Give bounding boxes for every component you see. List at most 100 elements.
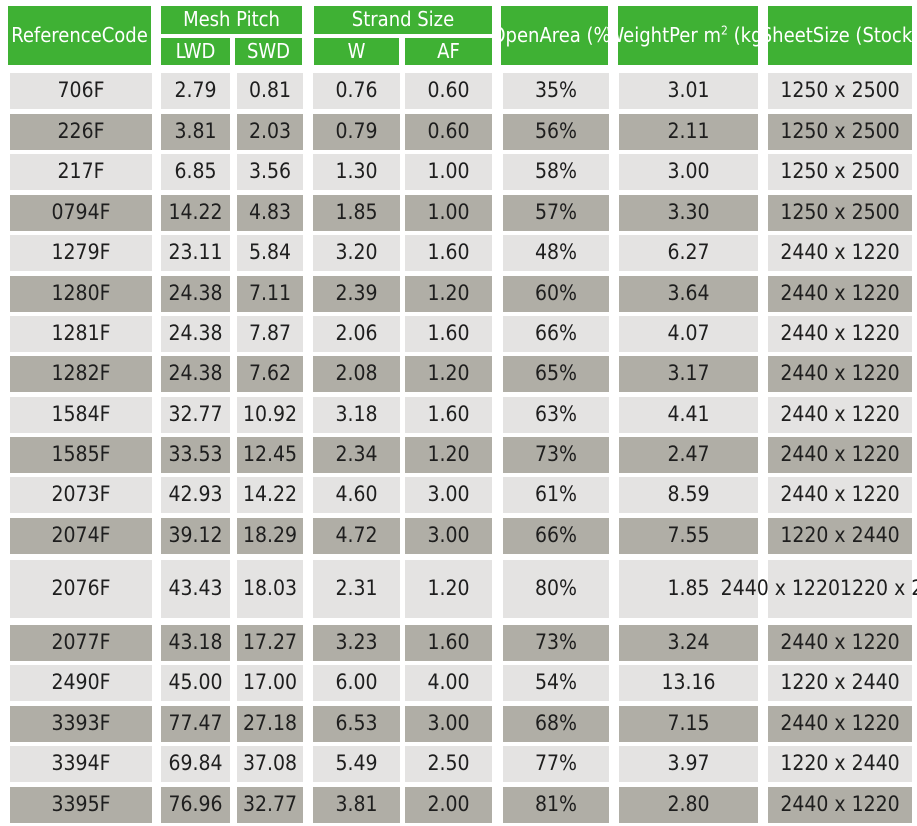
cell-weight: 2.80 — [619, 787, 758, 823]
cell-open-area: 81% — [503, 787, 609, 823]
cell-reference-code: 1282F — [10, 356, 152, 392]
cell-sheet-size: 2440 x 1220 — [768, 316, 912, 352]
cell-open-area: 65% — [503, 356, 609, 392]
cell-w: 2.31 — [313, 560, 400, 618]
header-open-area: Open Area (%) — [491, 6, 618, 65]
cell-af: 1.00 — [405, 154, 492, 190]
cell-af: 2.00 — [405, 787, 492, 823]
sheet-size-line: 2440 x 1220 — [780, 482, 900, 507]
sheet-size-line: 1250 x 2500 — [780, 159, 900, 184]
cell-open-area: 68% — [503, 706, 609, 742]
cell-lwd: 6.85 — [161, 154, 230, 190]
cell-w: 1.85 — [313, 195, 400, 231]
cell-weight: 6.27 — [619, 235, 758, 271]
cell-reference-code: 1281F — [10, 316, 152, 352]
cell-swd: 2.03 — [237, 114, 303, 150]
cell-weight: 3.17 — [619, 356, 758, 392]
sheet-size-line: 2440 x 1220 — [780, 711, 900, 736]
cell-w: 1.30 — [313, 154, 400, 190]
cell-w: 2.08 — [313, 356, 400, 392]
cell-sheet-size: 1220 x 2440 — [768, 665, 912, 701]
cell-af: 1.60 — [405, 397, 492, 433]
cell-w: 2.34 — [313, 437, 400, 473]
cell-sheet-size: 1250 x 2500 — [768, 73, 912, 109]
cell-weight: 3.24 — [619, 625, 758, 661]
cell-weight: 13.16 — [619, 665, 758, 701]
cell-w: 6.00 — [313, 665, 400, 701]
sheet-size-line: 2440 x 1220 — [780, 442, 900, 467]
cell-lwd: 45.00 — [161, 665, 230, 701]
cell-open-area: 73% — [503, 437, 609, 473]
cell-w: 3.81 — [313, 787, 400, 823]
header-swd: SWD — [235, 38, 302, 65]
cell-w: 3.18 — [313, 397, 400, 433]
sheet-size-line: 1250 x 2500 — [780, 200, 900, 225]
cell-sheet-size: 2440 x 1220 — [768, 356, 912, 392]
cell-swd: 27.18 — [237, 706, 303, 742]
cell-swd: 4.83 — [237, 195, 303, 231]
cell-af: 0.60 — [405, 73, 492, 109]
cell-reference-code: 3395F — [10, 787, 152, 823]
cell-af: 4.00 — [405, 665, 492, 701]
cell-swd: 12.45 — [237, 437, 303, 473]
cell-lwd: 32.77 — [161, 397, 230, 433]
header-weight: Weight Per m2 (kg) — [607, 6, 769, 65]
cell-reference-code: 226F — [10, 114, 152, 150]
cell-reference-code: 706F — [10, 73, 152, 109]
cell-weight: 8.59 — [619, 477, 758, 513]
cell-w: 3.20 — [313, 235, 400, 271]
cell-lwd: 69.84 — [161, 746, 230, 782]
cell-lwd: 43.43 — [161, 560, 230, 618]
cell-swd: 7.11 — [237, 276, 303, 312]
cell-sheet-size: 2440 x 1220 — [768, 276, 912, 312]
cell-weight: 7.55 — [619, 518, 758, 554]
cell-reference-code: 2074F — [10, 518, 152, 554]
cell-w: 0.79 — [313, 114, 400, 150]
cell-w: 4.60 — [313, 477, 400, 513]
cell-weight: 4.07 — [619, 316, 758, 352]
cell-weight: 3.30 — [619, 195, 758, 231]
cell-af: 1.20 — [405, 437, 492, 473]
sheet-size-line: 1220 x 2440 — [780, 670, 900, 695]
sheet-size-line: 2440 x 1220 — [780, 321, 900, 346]
cell-open-area: 60% — [503, 276, 609, 312]
cell-reference-code: 1280F — [10, 276, 152, 312]
cell-lwd: 43.18 — [161, 625, 230, 661]
cell-af: 3.00 — [405, 518, 492, 554]
header-reference-code: Reference Code — [8, 6, 151, 65]
cell-sheet-size: 2440 x 1220 — [768, 235, 912, 271]
cell-af: 1.20 — [405, 276, 492, 312]
sheet-size-line: 2440 x 1220 — [780, 792, 900, 817]
cell-lwd: 39.12 — [161, 518, 230, 554]
cell-weight: 2.47 — [619, 437, 758, 473]
cell-sheet-size: 1220 x 2440 — [768, 746, 912, 782]
cell-w: 0.76 — [313, 73, 400, 109]
cell-swd: 3.56 — [237, 154, 303, 190]
cell-open-area: 73% — [503, 625, 609, 661]
cell-lwd: 76.96 — [161, 787, 230, 823]
cell-af: 3.00 — [405, 706, 492, 742]
cell-af: 1.60 — [405, 235, 492, 271]
cell-af: 1.00 — [405, 195, 492, 231]
cell-open-area: 48% — [503, 235, 609, 271]
header-mesh-pitch: Mesh Pitch — [161, 6, 302, 34]
cell-open-area: 35% — [503, 73, 609, 109]
sheet-size-line: 1250 x 2500 — [780, 78, 900, 103]
cell-lwd: 77.47 — [161, 706, 230, 742]
cell-weight: 2.11 — [619, 114, 758, 150]
cell-weight: 7.15 — [619, 706, 758, 742]
cell-open-area: 57% — [503, 195, 609, 231]
cell-open-area: 54% — [503, 665, 609, 701]
sheet-size-line: 2440 x 1220 — [780, 630, 900, 655]
cell-swd: 7.62 — [237, 356, 303, 392]
sheet-size-line: 1220 x 2440 — [780, 523, 900, 548]
cell-swd: 37.08 — [237, 746, 303, 782]
sheet-size-line: 2440 x 1220 — [720, 576, 840, 601]
header-strand-size: Strand Size — [314, 6, 492, 34]
sheet-size-line: 1220 x 2440 — [840, 576, 917, 601]
header-w: W — [314, 38, 399, 65]
cell-af: 1.20 — [405, 560, 492, 618]
cell-reference-code: 3393F — [10, 706, 152, 742]
cell-lwd: 24.38 — [161, 276, 230, 312]
